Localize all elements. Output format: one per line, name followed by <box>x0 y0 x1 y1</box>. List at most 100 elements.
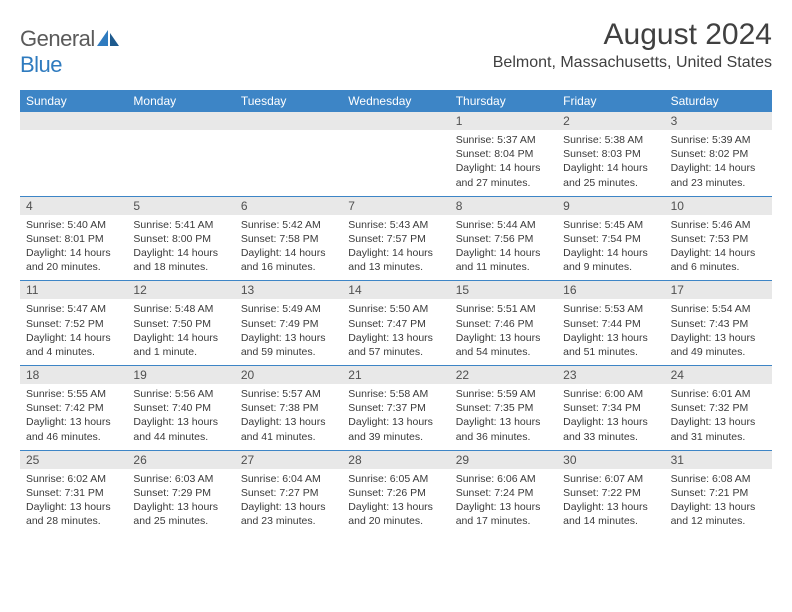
day-info: Sunrise: 5:57 AMSunset: 7:38 PMDaylight:… <box>235 384 342 444</box>
day-info: Sunrise: 5:41 AMSunset: 8:00 PMDaylight:… <box>127 215 234 275</box>
logo-sail-icon <box>97 30 119 46</box>
day-info: Sunrise: 5:56 AMSunset: 7:40 PMDaylight:… <box>127 384 234 444</box>
daylight-text: Daylight: 13 hours and 44 minutes. <box>133 415 228 443</box>
day-number <box>342 112 449 130</box>
daylight-text: Daylight: 14 hours and 6 minutes. <box>671 246 766 274</box>
day-number: 4 <box>20 197 127 215</box>
calendar-grid: SundayMondayTuesdayWednesdayThursdayFrid… <box>20 90 772 534</box>
sunrise-text: Sunrise: 5:44 AM <box>456 218 551 232</box>
day-headers-row: SundayMondayTuesdayWednesdayThursdayFrid… <box>20 90 772 112</box>
sunset-text: Sunset: 8:00 PM <box>133 232 228 246</box>
sunrise-text: Sunrise: 5:40 AM <box>26 218 121 232</box>
sunrise-text: Sunrise: 5:51 AM <box>456 302 551 316</box>
day-number: 25 <box>20 451 127 469</box>
daylight-text: Daylight: 14 hours and 18 minutes. <box>133 246 228 274</box>
sunrise-text: Sunrise: 6:07 AM <box>563 472 658 486</box>
day-header: Tuesday <box>235 90 342 112</box>
day-cell: 2Sunrise: 5:38 AMSunset: 8:03 PMDaylight… <box>557 112 664 196</box>
day-info: Sunrise: 5:59 AMSunset: 7:35 PMDaylight:… <box>450 384 557 444</box>
day-info: Sunrise: 5:39 AMSunset: 8:02 PMDaylight:… <box>665 130 772 190</box>
sunset-text: Sunset: 7:38 PM <box>241 401 336 415</box>
sunset-text: Sunset: 7:47 PM <box>348 317 443 331</box>
sunset-text: Sunset: 7:57 PM <box>348 232 443 246</box>
sunset-text: Sunset: 8:03 PM <box>563 147 658 161</box>
day-number: 28 <box>342 451 449 469</box>
daylight-text: Daylight: 14 hours and 11 minutes. <box>456 246 551 274</box>
sunset-text: Sunset: 7:32 PM <box>671 401 766 415</box>
day-number: 17 <box>665 281 772 299</box>
day-number: 21 <box>342 366 449 384</box>
day-info: Sunrise: 5:49 AMSunset: 7:49 PMDaylight:… <box>235 299 342 359</box>
day-number: 10 <box>665 197 772 215</box>
day-number: 29 <box>450 451 557 469</box>
sunrise-text: Sunrise: 5:59 AM <box>456 387 551 401</box>
day-cell: 16Sunrise: 5:53 AMSunset: 7:44 PMDayligh… <box>557 281 664 365</box>
daylight-text: Daylight: 13 hours and 57 minutes. <box>348 331 443 359</box>
day-info: Sunrise: 5:47 AMSunset: 7:52 PMDaylight:… <box>20 299 127 359</box>
sunrise-text: Sunrise: 6:03 AM <box>133 472 228 486</box>
day-info: Sunrise: 6:02 AMSunset: 7:31 PMDaylight:… <box>20 469 127 529</box>
day-header: Thursday <box>450 90 557 112</box>
sunset-text: Sunset: 7:44 PM <box>563 317 658 331</box>
day-cell: 28Sunrise: 6:05 AMSunset: 7:26 PMDayligh… <box>342 451 449 535</box>
sunrise-text: Sunrise: 5:57 AM <box>241 387 336 401</box>
day-cell: 9Sunrise: 5:45 AMSunset: 7:54 PMDaylight… <box>557 197 664 281</box>
day-number: 23 <box>557 366 664 384</box>
day-number: 16 <box>557 281 664 299</box>
sunrise-text: Sunrise: 5:55 AM <box>26 387 121 401</box>
sunset-text: Sunset: 7:37 PM <box>348 401 443 415</box>
daylight-text: Daylight: 14 hours and 16 minutes. <box>241 246 336 274</box>
sunrise-text: Sunrise: 6:01 AM <box>671 387 766 401</box>
day-cell: 4Sunrise: 5:40 AMSunset: 8:01 PMDaylight… <box>20 197 127 281</box>
sunset-text: Sunset: 7:35 PM <box>456 401 551 415</box>
sunrise-text: Sunrise: 5:47 AM <box>26 302 121 316</box>
day-info: Sunrise: 5:37 AMSunset: 8:04 PMDaylight:… <box>450 130 557 190</box>
sunrise-text: Sunrise: 6:02 AM <box>26 472 121 486</box>
daylight-text: Daylight: 13 hours and 12 minutes. <box>671 500 766 528</box>
week-row: 11Sunrise: 5:47 AMSunset: 7:52 PMDayligh… <box>20 280 772 365</box>
sunset-text: Sunset: 7:21 PM <box>671 486 766 500</box>
day-info: Sunrise: 5:45 AMSunset: 7:54 PMDaylight:… <box>557 215 664 275</box>
sunset-text: Sunset: 8:02 PM <box>671 147 766 161</box>
daylight-text: Daylight: 13 hours and 39 minutes. <box>348 415 443 443</box>
day-number: 19 <box>127 366 234 384</box>
day-cell: 19Sunrise: 5:56 AMSunset: 7:40 PMDayligh… <box>127 366 234 450</box>
day-info: Sunrise: 5:44 AMSunset: 7:56 PMDaylight:… <box>450 215 557 275</box>
daylight-text: Daylight: 14 hours and 27 minutes. <box>456 161 551 189</box>
day-info: Sunrise: 6:00 AMSunset: 7:34 PMDaylight:… <box>557 384 664 444</box>
daylight-text: Daylight: 13 hours and 23 minutes. <box>241 500 336 528</box>
sunrise-text: Sunrise: 5:38 AM <box>563 133 658 147</box>
day-cell: 20Sunrise: 5:57 AMSunset: 7:38 PMDayligh… <box>235 366 342 450</box>
daylight-text: Daylight: 13 hours and 25 minutes. <box>133 500 228 528</box>
day-number: 7 <box>342 197 449 215</box>
day-cell: 11Sunrise: 5:47 AMSunset: 7:52 PMDayligh… <box>20 281 127 365</box>
sunset-text: Sunset: 7:43 PM <box>671 317 766 331</box>
daylight-text: Daylight: 13 hours and 59 minutes. <box>241 331 336 359</box>
day-number: 3 <box>665 112 772 130</box>
month-title: August 2024 <box>493 18 772 52</box>
daylight-text: Daylight: 13 hours and 51 minutes. <box>563 331 658 359</box>
day-cell: 29Sunrise: 6:06 AMSunset: 7:24 PMDayligh… <box>450 451 557 535</box>
day-number: 26 <box>127 451 234 469</box>
day-cell: 1Sunrise: 5:37 AMSunset: 8:04 PMDaylight… <box>450 112 557 196</box>
sunrise-text: Sunrise: 5:48 AM <box>133 302 228 316</box>
daylight-text: Daylight: 14 hours and 13 minutes. <box>348 246 443 274</box>
day-number: 2 <box>557 112 664 130</box>
day-info: Sunrise: 6:08 AMSunset: 7:21 PMDaylight:… <box>665 469 772 529</box>
sunset-text: Sunset: 7:54 PM <box>563 232 658 246</box>
sunset-text: Sunset: 7:26 PM <box>348 486 443 500</box>
day-info: Sunrise: 5:40 AMSunset: 8:01 PMDaylight:… <box>20 215 127 275</box>
daylight-text: Daylight: 14 hours and 4 minutes. <box>26 331 121 359</box>
day-number: 20 <box>235 366 342 384</box>
day-cell: 31Sunrise: 6:08 AMSunset: 7:21 PMDayligh… <box>665 451 772 535</box>
day-cell: 15Sunrise: 5:51 AMSunset: 7:46 PMDayligh… <box>450 281 557 365</box>
daylight-text: Daylight: 13 hours and 17 minutes. <box>456 500 551 528</box>
daylight-text: Daylight: 13 hours and 36 minutes. <box>456 415 551 443</box>
day-info: Sunrise: 5:51 AMSunset: 7:46 PMDaylight:… <box>450 299 557 359</box>
day-cell: 23Sunrise: 6:00 AMSunset: 7:34 PMDayligh… <box>557 366 664 450</box>
location-subtitle: Belmont, Massachusetts, United States <box>493 54 772 72</box>
day-cell: 12Sunrise: 5:48 AMSunset: 7:50 PMDayligh… <box>127 281 234 365</box>
logo-text: GeneralBlue <box>20 24 119 78</box>
day-number: 22 <box>450 366 557 384</box>
daylight-text: Daylight: 14 hours and 9 minutes. <box>563 246 658 274</box>
